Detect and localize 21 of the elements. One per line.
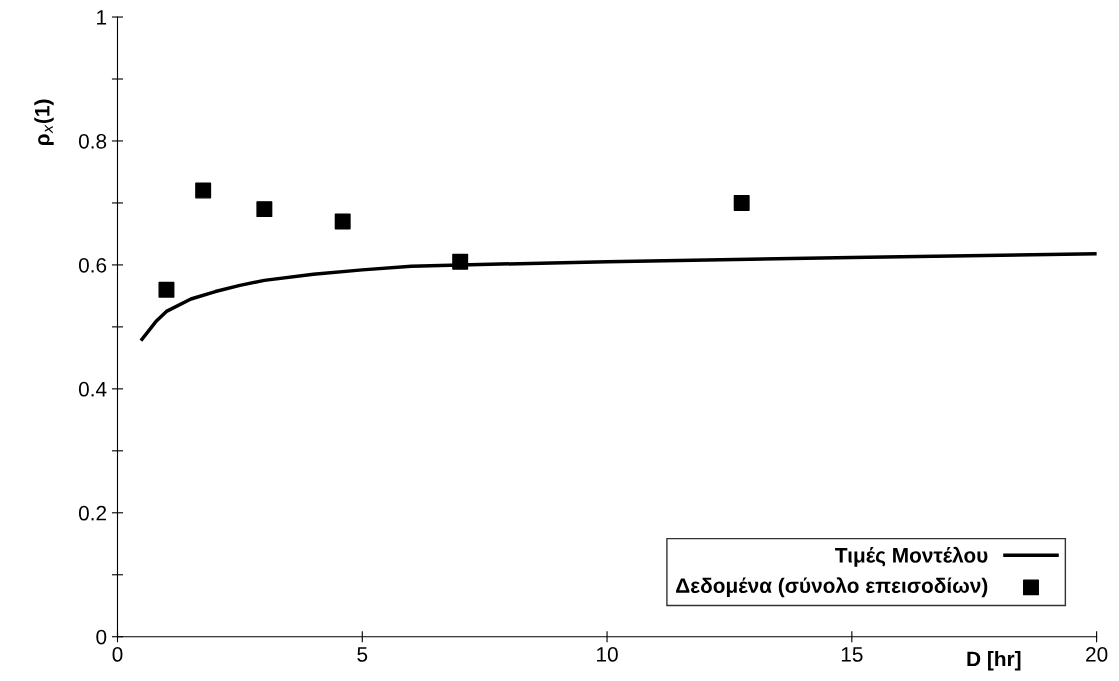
- legend-label: Δεδομένα (σύνολο επεισοδίων): [676, 577, 988, 598]
- y-tick-label: 0.4: [78, 381, 107, 397]
- point: [158, 281, 175, 298]
- y-tick-label: 0.2: [78, 505, 107, 521]
- y-tick-label: 0.8: [78, 133, 107, 149]
- point: [334, 213, 351, 230]
- point: [256, 201, 273, 218]
- x-tick-label: 15: [841, 647, 863, 662]
- x-tick-label: 10: [597, 647, 618, 662]
- x-axis-title: D [hr]: [967, 650, 1021, 671]
- point: [195, 182, 212, 199]
- y-tick-label: 0.6: [78, 257, 107, 273]
- line-series: [140, 252, 1097, 342]
- y-tick-label: 0: [96, 629, 107, 645]
- y-tick-label: 1: [97, 10, 107, 25]
- legend-label: Τιμές Μοντέλου: [835, 546, 988, 567]
- x-tick-label: 20: [1086, 647, 1108, 662]
- y-axis-title: ρ$_{x}$(1): [34, 99, 54, 146]
- x-tick-label: 5: [357, 647, 368, 662]
- x-tick-label: 0: [112, 647, 123, 662]
- point: [733, 194, 750, 211]
